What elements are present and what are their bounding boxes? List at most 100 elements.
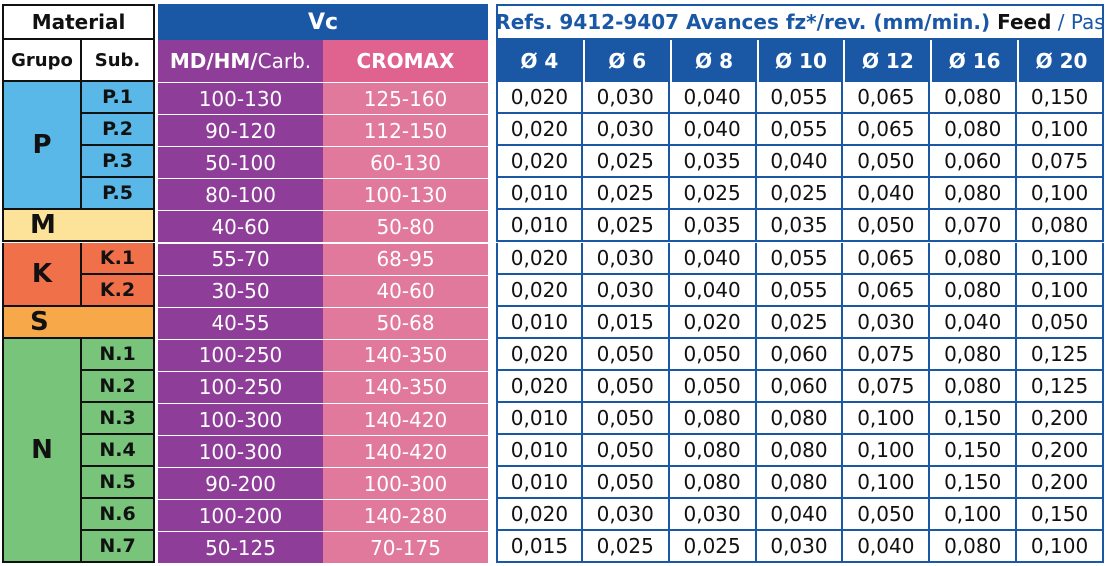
vc-md-value: 90-120 — [158, 114, 323, 147]
feed-value: 0,100 — [843, 435, 931, 468]
carb-label: Carb. — [257, 49, 312, 73]
feed-value: 0,030 — [669, 499, 757, 532]
vc-cromax-value: 140-280 — [323, 499, 488, 532]
feed-value: 0,150 — [930, 435, 1018, 468]
feed-value: 0,020 — [496, 114, 583, 147]
feed-value: 0,080 — [1017, 210, 1104, 243]
feed-value: 0,055 — [756, 242, 844, 275]
group-cell: M — [2, 210, 155, 243]
feed-value: 0,040 — [669, 82, 757, 115]
feed-value: 0,025 — [582, 146, 670, 179]
feed-value: 0,010 — [496, 403, 583, 436]
feed-value: 0,030 — [843, 306, 931, 339]
feed-value: 0,125 — [1017, 338, 1104, 371]
feed-value: 0,050 — [843, 210, 931, 243]
vc-cromax-value: 50-80 — [323, 210, 488, 243]
feed-value: 0,025 — [669, 531, 757, 564]
feed-value: 0,080 — [669, 403, 757, 436]
subgroup-cell: K.1 — [82, 242, 155, 275]
feed-value: 0,020 — [496, 82, 583, 115]
material-header: Material — [2, 4, 155, 40]
feed-value: 0,150 — [930, 403, 1018, 436]
feed-value: 0,200 — [1017, 467, 1104, 500]
subgroup-cell: K.2 — [82, 274, 155, 307]
feed-value: 0,080 — [756, 467, 844, 500]
diameter-header: Ø 12 — [843, 40, 931, 82]
feed-value: 0,020 — [496, 499, 583, 532]
feed-value: 0,025 — [669, 178, 757, 211]
vc-cromax-value: 125-160 — [323, 82, 488, 115]
feed-value: 0,125 — [1017, 370, 1104, 403]
feed-value: 0,060 — [756, 338, 844, 371]
feed-value: 0,040 — [669, 114, 757, 147]
feed-value: 0,025 — [582, 531, 670, 564]
feed-value: 0,050 — [669, 338, 757, 371]
feed-value: 0,200 — [1017, 435, 1104, 468]
feed-value: 0,050 — [843, 499, 931, 532]
feed-value: 0,080 — [930, 82, 1018, 115]
feed-value: 0,100 — [1017, 114, 1104, 147]
vc-md-value: 50-100 — [158, 146, 323, 179]
vc-cromax-value: 70-175 — [323, 531, 488, 564]
vc-cromax-value: 60-130 — [323, 146, 488, 179]
vc-md-value: 100-250 — [158, 338, 323, 371]
vc-md-value: 80-100 — [158, 178, 323, 211]
feed-value: 0,050 — [582, 435, 670, 468]
vc-md-value: 55-70 — [158, 242, 323, 275]
feed-value: 0,075 — [843, 370, 931, 403]
feed-value: 0,040 — [669, 242, 757, 275]
feed-value: 0,030 — [582, 274, 670, 307]
feed-value: 0,150 — [930, 467, 1018, 500]
feed-value: 0,030 — [582, 82, 670, 115]
feed-value: 0,080 — [669, 467, 757, 500]
feed-value: 0,055 — [756, 274, 844, 307]
feed-value: 0,100 — [843, 403, 931, 436]
feed-value: 0,030 — [756, 531, 844, 564]
feed-title-sep: / — [1051, 10, 1071, 34]
vc-md-value: 30-50 — [158, 274, 323, 307]
feed-value: 0,080 — [930, 178, 1018, 211]
feed-value: 0,070 — [930, 210, 1018, 243]
feed-value: 0,010 — [496, 178, 583, 211]
feed-value: 0,050 — [669, 370, 757, 403]
subgroup-cell: N.2 — [82, 370, 155, 403]
feed-value: 0,060 — [756, 370, 844, 403]
vc-md-value: 100-300 — [158, 403, 323, 436]
vc-header: Vc — [158, 4, 488, 40]
feed-value: 0,080 — [930, 531, 1018, 564]
feed-value: 0,040 — [843, 531, 931, 564]
feed-value: 0,080 — [756, 403, 844, 436]
group-cell: S — [2, 306, 155, 339]
feed-value: 0,150 — [1017, 82, 1104, 115]
diameter-header: Ø 4 — [496, 40, 583, 82]
vc-cromax-value: 100-300 — [323, 467, 488, 500]
subgroup-cell: N.1 — [82, 338, 155, 371]
feed-value: 0,100 — [1017, 274, 1104, 307]
group-cell: K — [2, 242, 82, 307]
feed-value: 0,075 — [1017, 146, 1104, 179]
feed-value: 0,020 — [496, 338, 583, 371]
feed-value: 0,065 — [843, 242, 931, 275]
feed-value: 0,025 — [756, 306, 844, 339]
group-cell: P — [2, 82, 82, 211]
feed-value: 0,035 — [669, 210, 757, 243]
sub-header: Sub. — [82, 40, 155, 82]
feed-value: 0,080 — [756, 435, 844, 468]
subgroup-cell: N.3 — [82, 403, 155, 436]
vc-cromax-value: 112-150 — [323, 114, 488, 147]
feed-value: 0,040 — [669, 274, 757, 307]
feed-value: 0,050 — [843, 146, 931, 179]
diameter-header: Ø 10 — [756, 40, 844, 82]
feed-value: 0,040 — [843, 178, 931, 211]
feed-value: 0,080 — [930, 274, 1018, 307]
feed-value: 0,065 — [843, 274, 931, 307]
feed-value: 0,080 — [930, 114, 1018, 147]
feed-value: 0,025 — [582, 178, 670, 211]
feed-value: 0,040 — [930, 306, 1018, 339]
feed-value: 0,030 — [582, 114, 670, 147]
feed-value: 0,080 — [930, 242, 1018, 275]
feed-value: 0,020 — [496, 370, 583, 403]
vc-cromax-value: 100-130 — [323, 178, 488, 211]
feed-value: 0,050 — [582, 403, 670, 436]
feed-value: 0,015 — [582, 306, 670, 339]
